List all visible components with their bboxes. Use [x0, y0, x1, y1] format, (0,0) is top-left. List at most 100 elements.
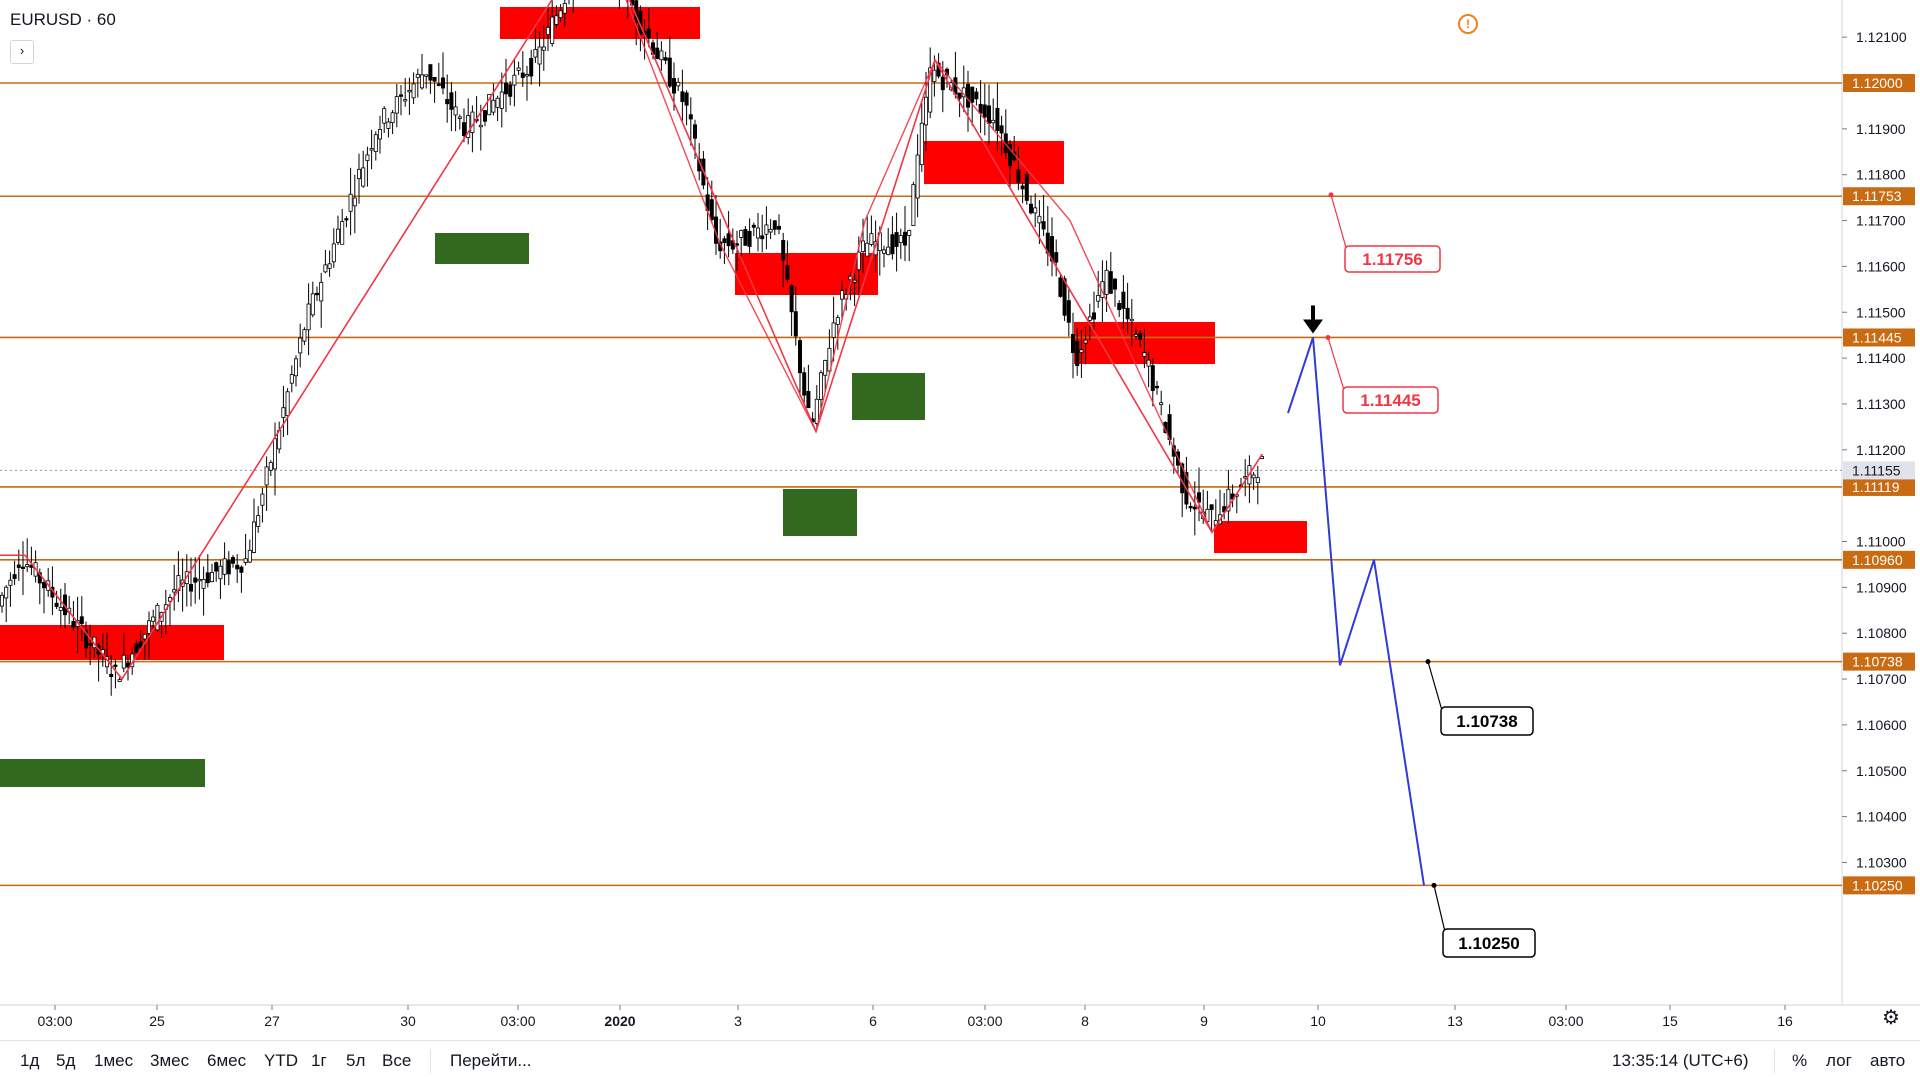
candle-body: [663, 57, 668, 61]
time-tick-label: 2020: [604, 1013, 635, 1029]
price-callout: [1342, 386, 1439, 414]
toolbar-divider: [430, 1049, 431, 1073]
time-tick-label: 16: [1777, 1013, 1793, 1029]
candle-body: [739, 230, 744, 238]
candle-body: [457, 116, 462, 119]
candle-body: [205, 572, 210, 584]
plot-area: [0, 0, 1842, 1005]
level-price-tag: [1843, 550, 1915, 569]
price-tick-label: 1.12100: [1856, 29, 1907, 45]
candle-body: [562, 3, 567, 14]
candle-body: [478, 124, 483, 128]
candle-body: [491, 99, 496, 113]
candle-body: [508, 84, 513, 97]
candle-body: [319, 282, 324, 302]
candle-body: [957, 92, 962, 99]
candle-body: [1037, 215, 1042, 224]
demand-zone: [435, 233, 529, 264]
level-price-tag: [1843, 652, 1915, 671]
percent-toggle[interactable]: %: [1792, 1051, 1808, 1070]
candle-body: [546, 26, 551, 36]
price-callout: [1442, 928, 1536, 958]
current-price-tag: [1843, 461, 1915, 480]
candle-body: [1251, 474, 1256, 479]
candle-body: [84, 630, 89, 649]
candle-body: [88, 643, 93, 646]
candle-body: [1092, 312, 1097, 320]
range-ytd[interactable]: YTD: [264, 1051, 298, 1070]
candle-body: [323, 264, 328, 273]
price-callout-label: 1.11445: [1360, 391, 1421, 410]
log-toggle[interactable]: лог: [1826, 1051, 1852, 1070]
candle-body: [461, 122, 466, 136]
candle-body: [819, 372, 824, 400]
demand-zone: [783, 489, 857, 536]
candle-body: [806, 390, 811, 409]
candle-body: [516, 67, 521, 71]
candle-body: [1083, 339, 1088, 344]
candle-body: [138, 641, 143, 649]
candle-body: [693, 124, 698, 139]
gear-icon[interactable]: ⚙: [1882, 1007, 1900, 1029]
candle-body: [1071, 334, 1076, 353]
candle-body: [415, 73, 420, 78]
price-callout-label: 1.10250: [1458, 934, 1519, 953]
candle-body: [970, 86, 975, 103]
range-5y[interactable]: 5л: [346, 1051, 366, 1070]
candle-body: [79, 616, 84, 624]
candle-body: [314, 292, 319, 296]
demand-zone: [0, 759, 205, 787]
warning-icon[interactable]: !: [1458, 14, 1478, 34]
auto-toggle[interactable]: авто: [1870, 1051, 1906, 1070]
demand-zone: [852, 373, 925, 420]
bottom-toolbar: 1д 5д 1мес 3мес 6мес YTD 1г 5л Все Перей…: [0, 1040, 1920, 1081]
range-3m[interactable]: 3мес: [150, 1051, 190, 1070]
time-tick-label: 03:00: [1548, 1013, 1583, 1029]
candle-body: [1159, 402, 1164, 405]
range-all[interactable]: Все: [382, 1051, 412, 1070]
price-callout-label: 1.10738: [1456, 712, 1517, 731]
candle-body: [424, 74, 429, 77]
symbol-label[interactable]: EURUSD · 60: [10, 10, 116, 29]
goto-button[interactable]: Перейти...: [450, 1051, 532, 1070]
candle-body: [243, 558, 248, 563]
candle-body: [1054, 252, 1059, 263]
chevron-right-icon[interactable]: ›: [10, 40, 34, 64]
candle-body: [487, 94, 492, 116]
candle-body: [726, 233, 731, 247]
range-1d[interactable]: 1д: [20, 1051, 40, 1070]
candle-body: [197, 578, 202, 582]
candle-body: [113, 664, 118, 667]
candle-body: [293, 358, 298, 377]
candle-body: [348, 193, 353, 212]
price-tick-label: 1.11300: [1856, 396, 1906, 412]
range-5d[interactable]: 5д: [56, 1051, 76, 1070]
price-tick-label: 1.11400: [1856, 350, 1906, 366]
candle-body: [886, 246, 891, 256]
candle-body: [1226, 488, 1231, 512]
candle-body: [1113, 278, 1118, 290]
price-tick-label: 1.11200: [1856, 442, 1906, 458]
candle-body: [982, 104, 987, 118]
candle-body: [840, 290, 845, 300]
candle-body: [1104, 269, 1109, 295]
projection-layer: [1287, 305, 1425, 886]
candle-body: [449, 92, 454, 110]
candle-body: [146, 620, 151, 634]
callouts-layer: 1.11756 1.11445 1.10738 1.10250: [1325, 192, 1536, 958]
time-tick-label: 25: [149, 1013, 165, 1029]
candle-body: [344, 218, 349, 221]
candle-body: [352, 197, 357, 207]
range-6m[interactable]: 6мес: [207, 1051, 247, 1070]
candle-body: [268, 462, 273, 471]
candle-body: [798, 340, 803, 374]
candle-body: [793, 311, 798, 337]
candle-body: [1008, 144, 1013, 167]
candle-body: [688, 114, 693, 120]
range-1m[interactable]: 1мес: [94, 1051, 134, 1070]
price-callout: [1440, 706, 1534, 736]
level-price-label: 1.11119: [1852, 479, 1900, 495]
time-tick-label: 27: [264, 1013, 280, 1029]
range-1y[interactable]: 1г: [311, 1051, 327, 1070]
